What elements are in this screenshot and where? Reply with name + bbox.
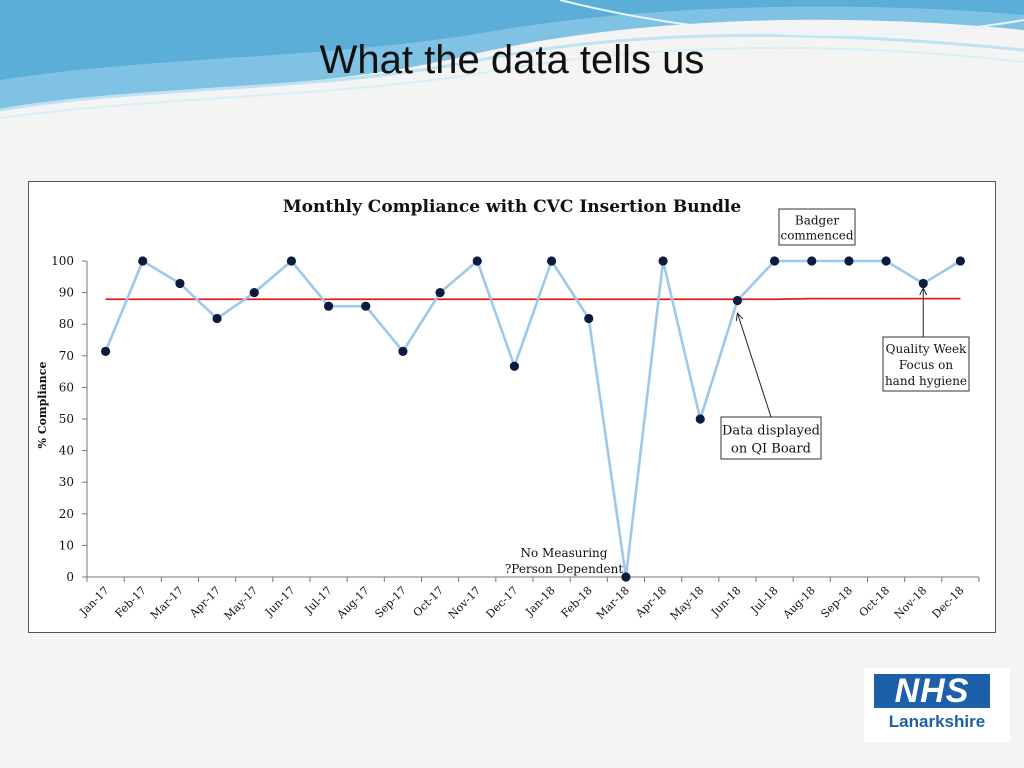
y-tick-label: 40	[59, 444, 74, 458]
data-point	[249, 288, 259, 298]
x-tick-label: Jul-18	[748, 584, 781, 617]
x-tick-label: Sep-18	[818, 584, 855, 621]
x-tick-label: Jun-18	[708, 584, 744, 620]
x-tick-label: Dec-17	[484, 584, 521, 621]
x-tick-label: Apr-17	[186, 584, 223, 621]
y-tick-label: 20	[59, 507, 74, 521]
x-tick-label: May-18	[668, 584, 707, 623]
annotation-text: commenced	[780, 228, 853, 242]
y-tick-label: 60	[59, 380, 74, 394]
y-tick-label: 100	[51, 254, 74, 268]
x-tick-label: Jul-17	[302, 584, 335, 617]
x-tick-label: Oct-17	[411, 584, 447, 620]
logo-nhs-mark: NHS	[874, 674, 990, 708]
chart-frame	[28, 181, 996, 633]
x-tick-label: Feb-18	[559, 584, 595, 620]
y-axis-label: % Compliance	[36, 362, 49, 449]
x-tick-label: Mar-18	[594, 584, 632, 622]
data-point	[881, 256, 891, 266]
data-point	[435, 288, 445, 298]
annotation-box	[720, 416, 822, 460]
y-tick-label: 90	[59, 286, 74, 300]
y-tick-label: 80	[59, 317, 74, 331]
y-axis: 0 10 20 30 40 50 60 70 80 90 100	[51, 254, 88, 584]
data-point	[212, 313, 222, 324]
annotation-text: Focus on	[899, 358, 954, 372]
data-point	[584, 313, 594, 324]
data-point	[175, 278, 185, 289]
annotation-text: hand hygiene	[885, 374, 967, 388]
x-tick-label: Jan-18	[523, 584, 558, 619]
data-point	[769, 256, 780, 266]
annotation: Data displayed on QI Board	[720, 312, 822, 460]
annotation-text: Data displayed	[722, 424, 820, 439]
y-tick-label: 30	[59, 475, 74, 489]
y-tick-label: 10	[59, 538, 74, 552]
data-point	[732, 295, 743, 306]
target-line	[105, 297, 961, 301]
data-point	[546, 256, 557, 266]
x-tick-label: Nov-17	[446, 584, 484, 622]
annotation: Quality Week Focus on hand hygiene	[882, 286, 970, 392]
x-tick-label: Nov-18	[892, 584, 930, 622]
data-point	[658, 256, 668, 266]
series-line	[104, 259, 962, 579]
target-layer	[105, 297, 961, 301]
data-point	[844, 256, 854, 266]
x-tick-label: Mar-17	[148, 584, 186, 622]
x-tick-label: Dec-18	[930, 584, 967, 621]
data-point	[695, 414, 705, 424]
annotation: No Measuring ?Person Dependent	[505, 546, 623, 576]
annotation-text: on QI Board	[731, 442, 811, 457]
data-point	[918, 278, 928, 289]
data-point	[509, 361, 520, 371]
data-point	[138, 256, 148, 266]
data-point	[100, 346, 111, 356]
x-tick-label: Jun-17	[262, 584, 298, 620]
data-point	[621, 572, 631, 582]
data-point	[398, 346, 408, 356]
x-tick-label: Jan-17	[77, 584, 112, 619]
annotation-box	[882, 336, 970, 392]
x-tick-label: Aug-17	[334, 584, 372, 622]
slide-title: What the data tells us	[319, 38, 705, 82]
data-point	[472, 256, 482, 266]
x-tick-label: Sep-17	[372, 584, 409, 621]
annotation-text: Badger	[795, 213, 839, 227]
annotation-box	[778, 208, 856, 246]
chart-title: Monthly Compliance with CVC Insertion Bu…	[283, 197, 742, 217]
data-point	[807, 256, 817, 266]
nhs-lanarkshire-logo: NHS Lanarkshire	[864, 668, 1010, 742]
data-point	[955, 256, 966, 266]
y-tick-label: 0	[66, 570, 74, 584]
x-tick-label: Oct-18	[857, 584, 893, 620]
logo-name: Lanarkshire	[888, 712, 986, 731]
annotation-arrowhead	[735, 312, 744, 322]
data-point	[286, 256, 297, 266]
annotation-text: Quality Week	[886, 342, 967, 356]
y-tick-label: 70	[59, 349, 74, 363]
data-point	[361, 301, 371, 311]
series-layer	[100, 256, 966, 582]
data-point	[323, 301, 334, 311]
header-waves	[0, 0, 1024, 119]
x-tick-label: Apr-18	[632, 584, 669, 621]
annotation-arrow	[736, 312, 772, 418]
annotation-text: No Measuring	[521, 546, 608, 560]
x-tick-label: Aug-18	[780, 584, 818, 622]
x-tick-label: May-17	[222, 584, 261, 623]
y-tick-label: 50	[59, 412, 74, 426]
x-tick-label: Feb-17	[113, 584, 149, 620]
annotation-arrowhead	[919, 286, 928, 296]
annotation-text: ?Person Dependent	[505, 562, 623, 576]
